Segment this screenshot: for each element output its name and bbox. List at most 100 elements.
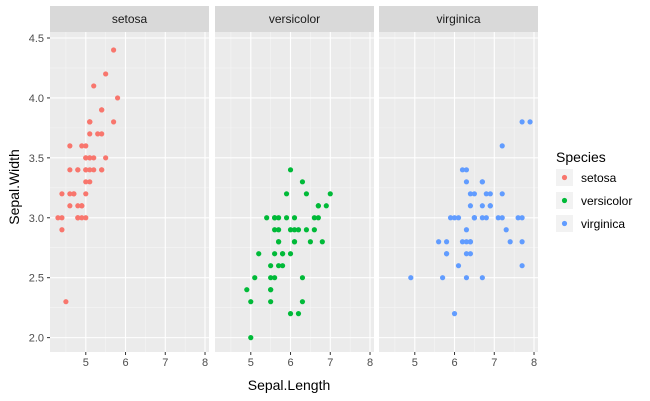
data-point-setosa bbox=[87, 179, 93, 185]
data-point-versicolor bbox=[256, 251, 262, 257]
data-point-virginica bbox=[451, 311, 458, 317]
x-tick-label: 8 bbox=[367, 357, 373, 369]
data-point-versicolor bbox=[327, 191, 333, 197]
data-point-setosa bbox=[114, 95, 121, 101]
x-tick-label: 6 bbox=[451, 357, 457, 369]
data-point-setosa bbox=[79, 215, 85, 221]
data-point-versicolor bbox=[248, 299, 254, 305]
data-point-setosa bbox=[87, 167, 93, 173]
x-tick-label: 5 bbox=[412, 357, 418, 369]
data-point-versicolor bbox=[319, 239, 325, 245]
data-point-versicolor bbox=[268, 275, 274, 281]
data-point-virginica bbox=[499, 215, 505, 221]
legend-title: Species bbox=[556, 149, 606, 165]
x-tick-label: 6 bbox=[122, 357, 128, 369]
x-tick-label: 7 bbox=[491, 357, 497, 369]
facet-panel-setosa: setosa 5 6 7 8 bbox=[50, 6, 209, 369]
strip-label: versicolor bbox=[269, 12, 320, 26]
data-point-setosa bbox=[75, 215, 81, 221]
data-point-virginica bbox=[467, 239, 474, 245]
data-point-versicolor bbox=[323, 203, 329, 209]
data-point-virginica bbox=[483, 191, 489, 197]
data-point-versicolor bbox=[303, 227, 310, 233]
data-point-versicolor bbox=[287, 227, 294, 233]
data-point-setosa bbox=[83, 191, 89, 197]
data-point-virginica bbox=[519, 215, 525, 221]
y-axis: 2.0 2.5 3.0 3.5 4.0 4.5 bbox=[29, 33, 50, 345]
data-point-virginica bbox=[519, 119, 525, 125]
panel-background bbox=[50, 32, 209, 352]
data-point-setosa bbox=[87, 131, 93, 137]
data-point-virginica bbox=[479, 179, 485, 185]
legend-label-virginica: virginica bbox=[581, 217, 625, 231]
data-point-versicolor bbox=[264, 215, 270, 221]
data-point-versicolor bbox=[276, 263, 282, 269]
panel-background bbox=[379, 32, 538, 352]
legend: Species setosa versicolor virginica bbox=[556, 149, 632, 232]
data-point-setosa bbox=[75, 167, 81, 173]
data-point-versicolor bbox=[299, 275, 306, 281]
data-point-virginica bbox=[519, 239, 525, 245]
data-point-setosa bbox=[91, 83, 97, 89]
data-point-virginica bbox=[463, 167, 470, 173]
data-point-setosa bbox=[99, 167, 105, 173]
data-point-versicolor bbox=[287, 167, 294, 173]
data-point-setosa bbox=[83, 155, 89, 161]
x-tick-label: 5 bbox=[83, 357, 89, 369]
data-point-virginica bbox=[507, 239, 513, 245]
y-tick-label: 4.5 bbox=[29, 33, 44, 45]
data-point-setosa bbox=[87, 119, 93, 125]
strip-background bbox=[379, 6, 538, 32]
data-point-versicolor bbox=[276, 215, 282, 221]
data-point-versicolor bbox=[248, 335, 254, 341]
data-point-setosa bbox=[67, 203, 73, 209]
data-point-virginica bbox=[483, 215, 489, 221]
data-point-virginica bbox=[515, 215, 521, 221]
y-tick-label: 2.0 bbox=[29, 333, 44, 345]
data-point-setosa bbox=[95, 131, 101, 137]
data-point-virginica bbox=[527, 119, 533, 125]
data-point-setosa bbox=[91, 155, 97, 161]
strip-background bbox=[50, 6, 209, 32]
data-point-setosa bbox=[59, 227, 65, 233]
x-tick-label: 7 bbox=[327, 357, 333, 369]
x-tick-label: 8 bbox=[202, 357, 208, 369]
legend-marker-virginica bbox=[561, 220, 568, 227]
data-point-setosa bbox=[103, 155, 109, 161]
data-point-virginica bbox=[495, 215, 501, 221]
data-point-versicolor bbox=[279, 251, 286, 257]
data-point-virginica bbox=[463, 251, 470, 257]
data-point-virginica bbox=[479, 203, 485, 209]
data-point-versicolor bbox=[283, 215, 290, 221]
y-tick-label: 3.0 bbox=[29, 213, 44, 225]
data-point-versicolor bbox=[287, 251, 294, 257]
data-point-virginica bbox=[463, 239, 470, 245]
data-point-setosa bbox=[67, 191, 73, 197]
data-point-versicolor bbox=[295, 311, 302, 317]
data-point-setosa bbox=[83, 143, 89, 149]
data-point-setosa bbox=[87, 155, 93, 161]
data-point-setosa bbox=[55, 215, 61, 221]
data-point-virginica bbox=[499, 143, 505, 149]
data-point-setosa bbox=[71, 191, 77, 197]
data-point-setosa bbox=[103, 71, 109, 77]
data-point-setosa bbox=[99, 107, 105, 113]
data-point-setosa bbox=[79, 203, 85, 209]
data-point-versicolor bbox=[283, 191, 290, 197]
data-point-setosa bbox=[79, 143, 85, 149]
x-axis-title: Sepal.Length bbox=[248, 377, 331, 393]
data-point-virginica bbox=[459, 167, 466, 173]
data-point-setosa bbox=[99, 131, 105, 137]
panel-background bbox=[215, 32, 374, 352]
data-point-virginica bbox=[463, 275, 470, 281]
strip-background bbox=[215, 6, 374, 32]
data-point-virginica bbox=[519, 263, 525, 269]
y-tick-label: 3.5 bbox=[29, 153, 44, 165]
data-point-versicolor bbox=[279, 263, 286, 269]
data-point-setosa bbox=[59, 215, 65, 221]
data-point-versicolor bbox=[311, 215, 317, 221]
data-point-versicolor bbox=[287, 311, 294, 317]
data-point-setosa bbox=[83, 167, 89, 173]
